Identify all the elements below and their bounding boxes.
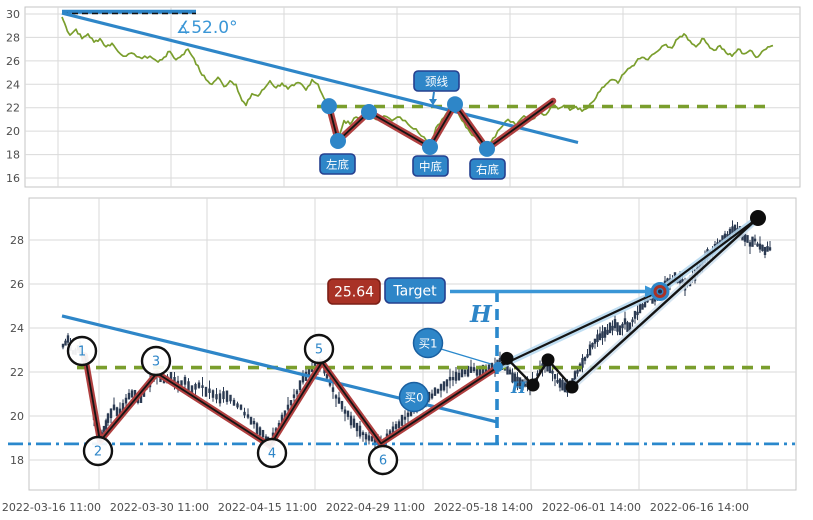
chart-marker-layer: 1 2 3 4 5 6: [66, 96, 766, 476]
y-tick-label: 16: [6, 172, 20, 185]
swing-number-label: 5: [315, 343, 323, 358]
swing-number-label: 2: [94, 445, 102, 460]
target-marker: [650, 282, 670, 301]
swing-number-label: 3: [152, 355, 160, 370]
swing-point-dot: [447, 96, 463, 113]
swing-number-circle: [140, 345, 172, 377]
breakout-dot: [493, 361, 503, 372]
x-tick-label: 2022-03-16 11:00: [2, 501, 101, 514]
buy1-label: 买1: [419, 337, 438, 351]
x-tick-label: 2022-04-29 11:00: [326, 501, 425, 514]
target-marker-ring: [653, 285, 667, 298]
x-tick-label: 2022-04-15 11:00: [218, 501, 317, 514]
path-dot: [526, 378, 540, 392]
right-bottom-box: [469, 158, 506, 180]
swing-number-marker: 4: [256, 437, 288, 469]
buy0-label: 买0: [405, 391, 424, 405]
swing-point-dot: [479, 140, 495, 157]
swing-number-label: 1: [78, 345, 86, 360]
swing-number-marker: 3: [140, 345, 172, 377]
path-dot: [750, 210, 766, 226]
y-tick-label: 26: [10, 278, 24, 291]
swing-point-dot: [422, 139, 438, 155]
swing-number-circle: [367, 444, 399, 476]
y-tick-label: 28: [10, 234, 24, 247]
swing-number-marker: 1: [66, 335, 98, 367]
h-label-large: H: [469, 301, 493, 328]
x-tick-label: 2022-05-18 14:00: [434, 501, 533, 514]
price-line-series: [61, 16, 774, 150]
target-price-box: [327, 278, 381, 305]
swing-number-circle: [66, 335, 98, 367]
neckline-arrow-line: [432, 91, 435, 100]
x-tick-label: 2022-06-16 14:00: [650, 501, 749, 514]
buy0-circle: [398, 381, 430, 413]
y-tick-label: 20: [6, 125, 20, 138]
swing-number-circle: [303, 333, 335, 365]
target-text-label: Target: [392, 284, 437, 300]
buy0-marker: 买0: [398, 381, 430, 413]
left-bottom-box: [319, 153, 356, 175]
buy1-marker: 买1: [412, 327, 444, 359]
y-tick-label: 22: [6, 102, 20, 115]
y-tick-label: 20: [10, 410, 24, 423]
top-trendline: [61, 11, 579, 145]
x-tick-label: 2022-06-01 14:00: [542, 501, 641, 514]
target-text-box: [384, 277, 446, 304]
swing-number-circle: [82, 435, 114, 467]
y-tick-label: 18: [10, 454, 24, 467]
swing-point-dot: [330, 133, 346, 149]
swing-point-dot: [321, 98, 337, 115]
swing-number-marker: 2: [82, 435, 114, 467]
swing-point-dot: [361, 104, 377, 120]
path-dot: [541, 353, 555, 367]
swing-number-circle: [256, 437, 288, 469]
y-tick-label: 26: [6, 55, 20, 68]
middle-bottom-label: 中底: [419, 160, 442, 174]
swing-number-marker: 5: [303, 333, 335, 365]
y-tick-label: 24: [6, 78, 20, 91]
neckline-label-box: [413, 70, 460, 92]
y-tick-label: 28: [6, 31, 20, 44]
swing-number-label: 6: [379, 454, 387, 469]
neckline-label: 颈线: [425, 75, 448, 89]
x-tick-label: 2022-03-30 11:00: [110, 501, 209, 514]
target-marker-center: [658, 289, 662, 294]
path-dot: [565, 380, 579, 394]
h-label-small: H: [510, 378, 527, 397]
target-price-callout: 25.64 Target: [327, 277, 446, 305]
neckline-callout: 颈线: [413, 70, 460, 106]
y-tick-label: 24: [10, 322, 24, 335]
right-bottom-label: 右底: [476, 163, 499, 177]
target-price-value: 25.64: [334, 285, 374, 301]
right-bottom-callout: 右底: [469, 158, 506, 180]
y-tick-label: 30: [6, 8, 20, 21]
swing-number-marker: 6: [367, 444, 399, 476]
middle-bottom-callout: 中底: [412, 155, 449, 177]
middle-bottom-box: [412, 155, 449, 177]
angle-annotation: ∡52.0°: [176, 18, 238, 38]
buy1-circle: [412, 327, 444, 359]
left-bottom-label: 左底: [326, 158, 349, 172]
path-dot: [500, 351, 514, 365]
swing-number-label: 4: [268, 447, 276, 462]
buy1-pointer-line: [440, 348, 492, 365]
left-bottom-callout: 左底: [319, 153, 356, 175]
y-tick-label: 18: [6, 149, 20, 162]
bot-panel-border: [28, 197, 797, 491]
neckline-arrow-head: [429, 99, 437, 106]
bottom-panel-annotations: 25.64 Target 买0 买1 H H: [8, 214, 795, 449]
y-tick-label: 22: [10, 366, 24, 379]
